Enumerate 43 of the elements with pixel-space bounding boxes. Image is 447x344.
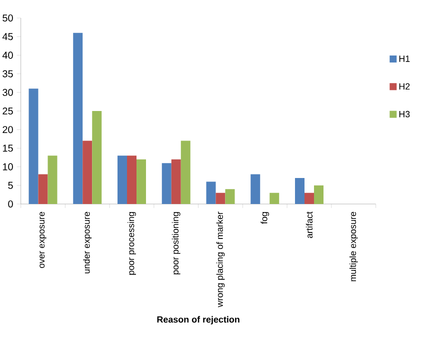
y-tick-label: 30: [2, 88, 13, 96]
x-tick-label: poor processing: [128, 212, 136, 275]
x-tick-label: fog: [260, 212, 270, 224]
bar: [225, 189, 235, 204]
legend-label: H1: [399, 56, 410, 62]
x-tick-label: multiple exposure: [349, 212, 358, 282]
bar: [304, 192, 314, 204]
bar: [216, 192, 226, 204]
y-tick-label: 10: [2, 163, 13, 170]
x-tick-label: poor positioning: [172, 212, 180, 274]
x-tick-label: over exposure: [40, 212, 46, 268]
bar: [180, 140, 190, 204]
y-tick-label: 50: [2, 14, 13, 22]
x-tick-label: wrong placing of marker: [216, 212, 225, 308]
y-tick-label: 25: [2, 107, 13, 115]
y-tick-label: 45: [2, 33, 13, 40]
x-tick-label: artifact: [306, 212, 313, 238]
bar: [38, 174, 48, 204]
bar: [73, 32, 83, 204]
bar: [206, 182, 216, 204]
bar: [127, 156, 136, 204]
bar: [270, 192, 280, 204]
x-axis-title: Reason of rejection: [157, 316, 240, 324]
y-tick-label: 35: [2, 70, 13, 78]
y-tick-label: 5: [8, 182, 13, 189]
bar: [294, 178, 304, 204]
y-tick-label: 15: [2, 144, 13, 152]
legend-label: H2: [399, 83, 410, 90]
bar: [28, 88, 38, 204]
bar: [171, 159, 181, 204]
y-tick-label: 0: [8, 200, 13, 208]
bar: [136, 159, 146, 204]
y-tick-label: 40: [2, 52, 13, 59]
bar: [82, 140, 92, 204]
y-tick-label: 20: [2, 126, 13, 134]
bar: [48, 156, 58, 204]
bar: [162, 163, 172, 204]
x-tick-label: under exposure: [83, 212, 92, 274]
bar: [92, 111, 102, 204]
bar: [250, 174, 260, 204]
legend-label: H3: [399, 110, 410, 118]
bar: [118, 156, 127, 204]
bar: [314, 185, 324, 204]
